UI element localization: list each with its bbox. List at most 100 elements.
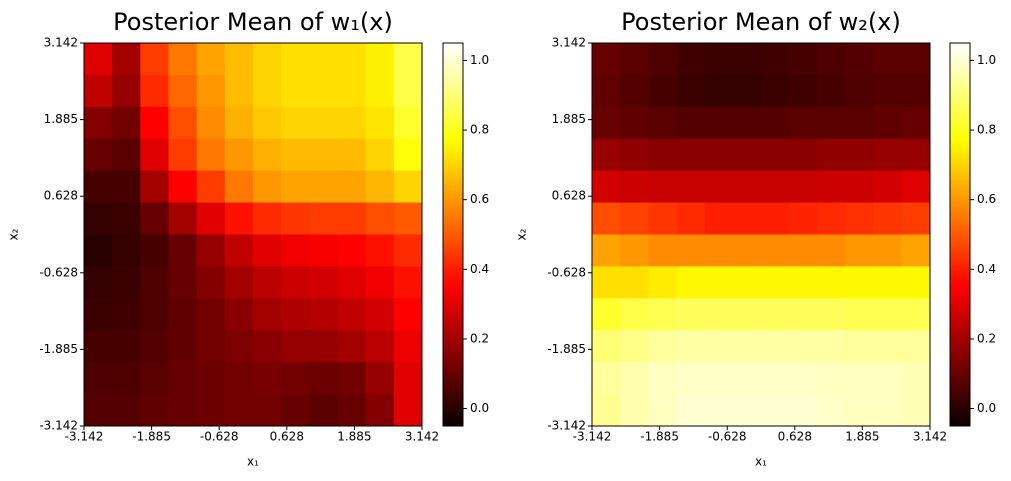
heatmap-cell: [845, 330, 875, 363]
heatmap-cell: [253, 234, 282, 267]
heatmap-cell: [817, 106, 846, 140]
heatmap-cell: [592, 298, 621, 331]
heatmap-cell: [592, 266, 621, 299]
heatmap-cell: [309, 202, 338, 235]
heatmap-cell: [789, 138, 818, 172]
heatmap-cell: [620, 298, 649, 331]
y-tick-label: 3.142: [44, 36, 78, 50]
heatmap-cell: [704, 74, 734, 108]
heatmap-cell: [648, 362, 677, 395]
heatmap-cell: [817, 74, 846, 108]
heatmap-cell: [168, 394, 198, 427]
heatmap-cell: [393, 74, 423, 108]
heatmap-cell: [845, 74, 875, 108]
heatmap-cell: [873, 106, 903, 140]
heatmap-cell: [112, 394, 141, 427]
heatmap-cell: [253, 298, 282, 331]
heatmap-cell: [168, 43, 198, 76]
heatmap-cell: [817, 138, 846, 172]
heatmap-cell: [84, 74, 113, 108]
heatmap-cell: [648, 43, 677, 76]
heatmap-cell: [253, 394, 282, 427]
heatmap-cell: [84, 330, 113, 363]
heatmap-cell: [648, 74, 677, 108]
heatmap-cell: [140, 298, 169, 331]
y-axis-label: x₂: [7, 228, 21, 240]
heatmap-cell: [337, 43, 367, 76]
x-axis-label: x₁: [247, 455, 259, 469]
heatmap-cell: [761, 234, 790, 267]
heatmap-cell: [901, 202, 931, 235]
heatmap-cell: [309, 266, 338, 299]
heatmap-cell: [901, 234, 931, 267]
colorbar-tick-label: 0.8: [470, 123, 489, 137]
heatmap-cell: [140, 266, 169, 299]
heatmap-cell: [253, 106, 282, 140]
heatmap-cell: [365, 170, 395, 204]
heatmap-cell: [620, 202, 649, 235]
heatmap-cell: [112, 298, 141, 331]
heatmap-cell: [789, 234, 818, 267]
heatmap-cell: [112, 202, 141, 235]
heatmap-cell: [704, 362, 734, 395]
heatmap-cell: [789, 170, 818, 204]
heatmap-cell: [676, 266, 706, 299]
heatmap-cell: [873, 202, 903, 235]
colorbar: [442, 42, 464, 427]
heatmap-cell: [337, 394, 367, 427]
heatmap-cell: [140, 138, 169, 172]
heatmap-cell: [761, 43, 790, 76]
heatmap-cell: [704, 394, 734, 427]
heatmap-cell: [140, 362, 169, 395]
heatmap-cell: [393, 330, 423, 363]
heatmap-cell: [224, 202, 254, 235]
heatmap-cell: [676, 330, 706, 363]
heatmap-cell: [365, 106, 395, 140]
y-tick-label: 0.628: [44, 189, 78, 203]
heatmap-cell: [761, 298, 790, 331]
heatmap-cell: [676, 106, 706, 140]
heatmap-cell: [592, 202, 621, 235]
heatmap-cell: [732, 298, 762, 331]
heatmap-cell: [365, 74, 395, 108]
heatmap-cell: [168, 106, 198, 140]
chart-title: Posterior Mean of w₁(x): [113, 8, 393, 36]
colorbar-tick-label: 1.0: [977, 53, 996, 67]
heatmap-cell: [620, 170, 649, 204]
heatmap-cell: [168, 266, 198, 299]
heatmap-cell: [620, 330, 649, 363]
x-tick-label: -3.142: [573, 430, 612, 444]
heatmap-cell: [393, 394, 423, 427]
heatmap-cell: [620, 394, 649, 427]
heatmap-cell: [224, 138, 254, 172]
heatmap-cell: [309, 138, 338, 172]
heatmap-cell: [337, 234, 367, 267]
heatmap-cell: [281, 234, 310, 267]
heatmap-cell: [84, 298, 113, 331]
heatmap-cell: [873, 298, 903, 331]
heatmap-cell: [337, 106, 367, 140]
x-tick-label: -0.628: [200, 430, 239, 444]
heatmap-cell: [845, 106, 875, 140]
heatmap-cell: [845, 298, 875, 331]
colorbar: [949, 42, 971, 427]
heatmap-cell: [196, 74, 226, 108]
heatmap-cell: [253, 74, 282, 108]
heatmap-cell: [676, 74, 706, 108]
heatmap-cell: [140, 330, 169, 363]
heatmap-cell: [704, 266, 734, 299]
heatmap-cell: [196, 106, 226, 140]
heatmap-cell: [224, 170, 254, 204]
heatmap-cell: [592, 106, 621, 140]
heatmap-cell: [901, 138, 931, 172]
heatmap-cell: [704, 234, 734, 267]
y-tick-label: -1.885: [547, 342, 586, 356]
heatmap-cell: [789, 330, 818, 363]
heatmap-cell: [845, 43, 875, 76]
heatmap-cell: [648, 170, 677, 204]
colorbar-tick-label: 0.2: [470, 331, 489, 345]
heatmap-cell: [168, 74, 198, 108]
heatmap-cell: [901, 74, 931, 108]
heatmap-cell: [281, 330, 310, 363]
heatmap-cell: [196, 234, 226, 267]
